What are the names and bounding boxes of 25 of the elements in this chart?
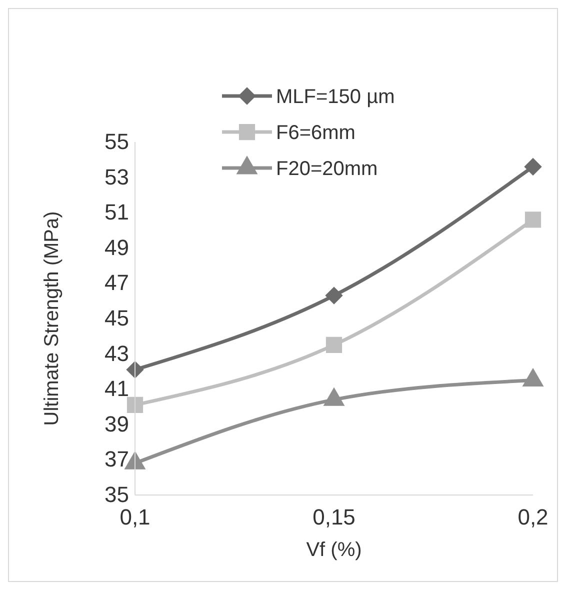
point (126, 360, 144, 379)
legend-label: F20=20mm (276, 158, 378, 180)
x-tick-label: 0,2 (518, 504, 548, 530)
legend-label: F6=6mm (276, 122, 356, 144)
point (325, 286, 343, 304)
y-tick-label: 39 (104, 411, 129, 436)
legend-label: MLF=150 µm (276, 86, 395, 108)
y-tick-label: 37 (104, 446, 129, 472)
y-tick-label: 35 (104, 482, 129, 508)
point (126, 396, 144, 414)
point (524, 158, 542, 176)
point (326, 336, 342, 354)
y-tick-label: 47 (104, 270, 129, 296)
y-tick-label: 51 (104, 200, 129, 225)
x-tick-label: 0,1 (120, 504, 150, 530)
y-tick-label: 41 (104, 376, 129, 402)
y-tick-label: 49 (104, 234, 129, 260)
point (524, 212, 542, 228)
y-tick-label: 53 (104, 164, 129, 190)
x-tick-label: 0,15 (312, 504, 356, 530)
y-tick-label: 55 (104, 129, 129, 154)
y-tick-label: 45 (104, 306, 129, 331)
y-axis-title: Ultimate Strength (MPa) (41, 211, 63, 426)
x-axis-title: Vf (%) (306, 539, 362, 561)
y-tick-label: 43 (104, 340, 129, 366)
